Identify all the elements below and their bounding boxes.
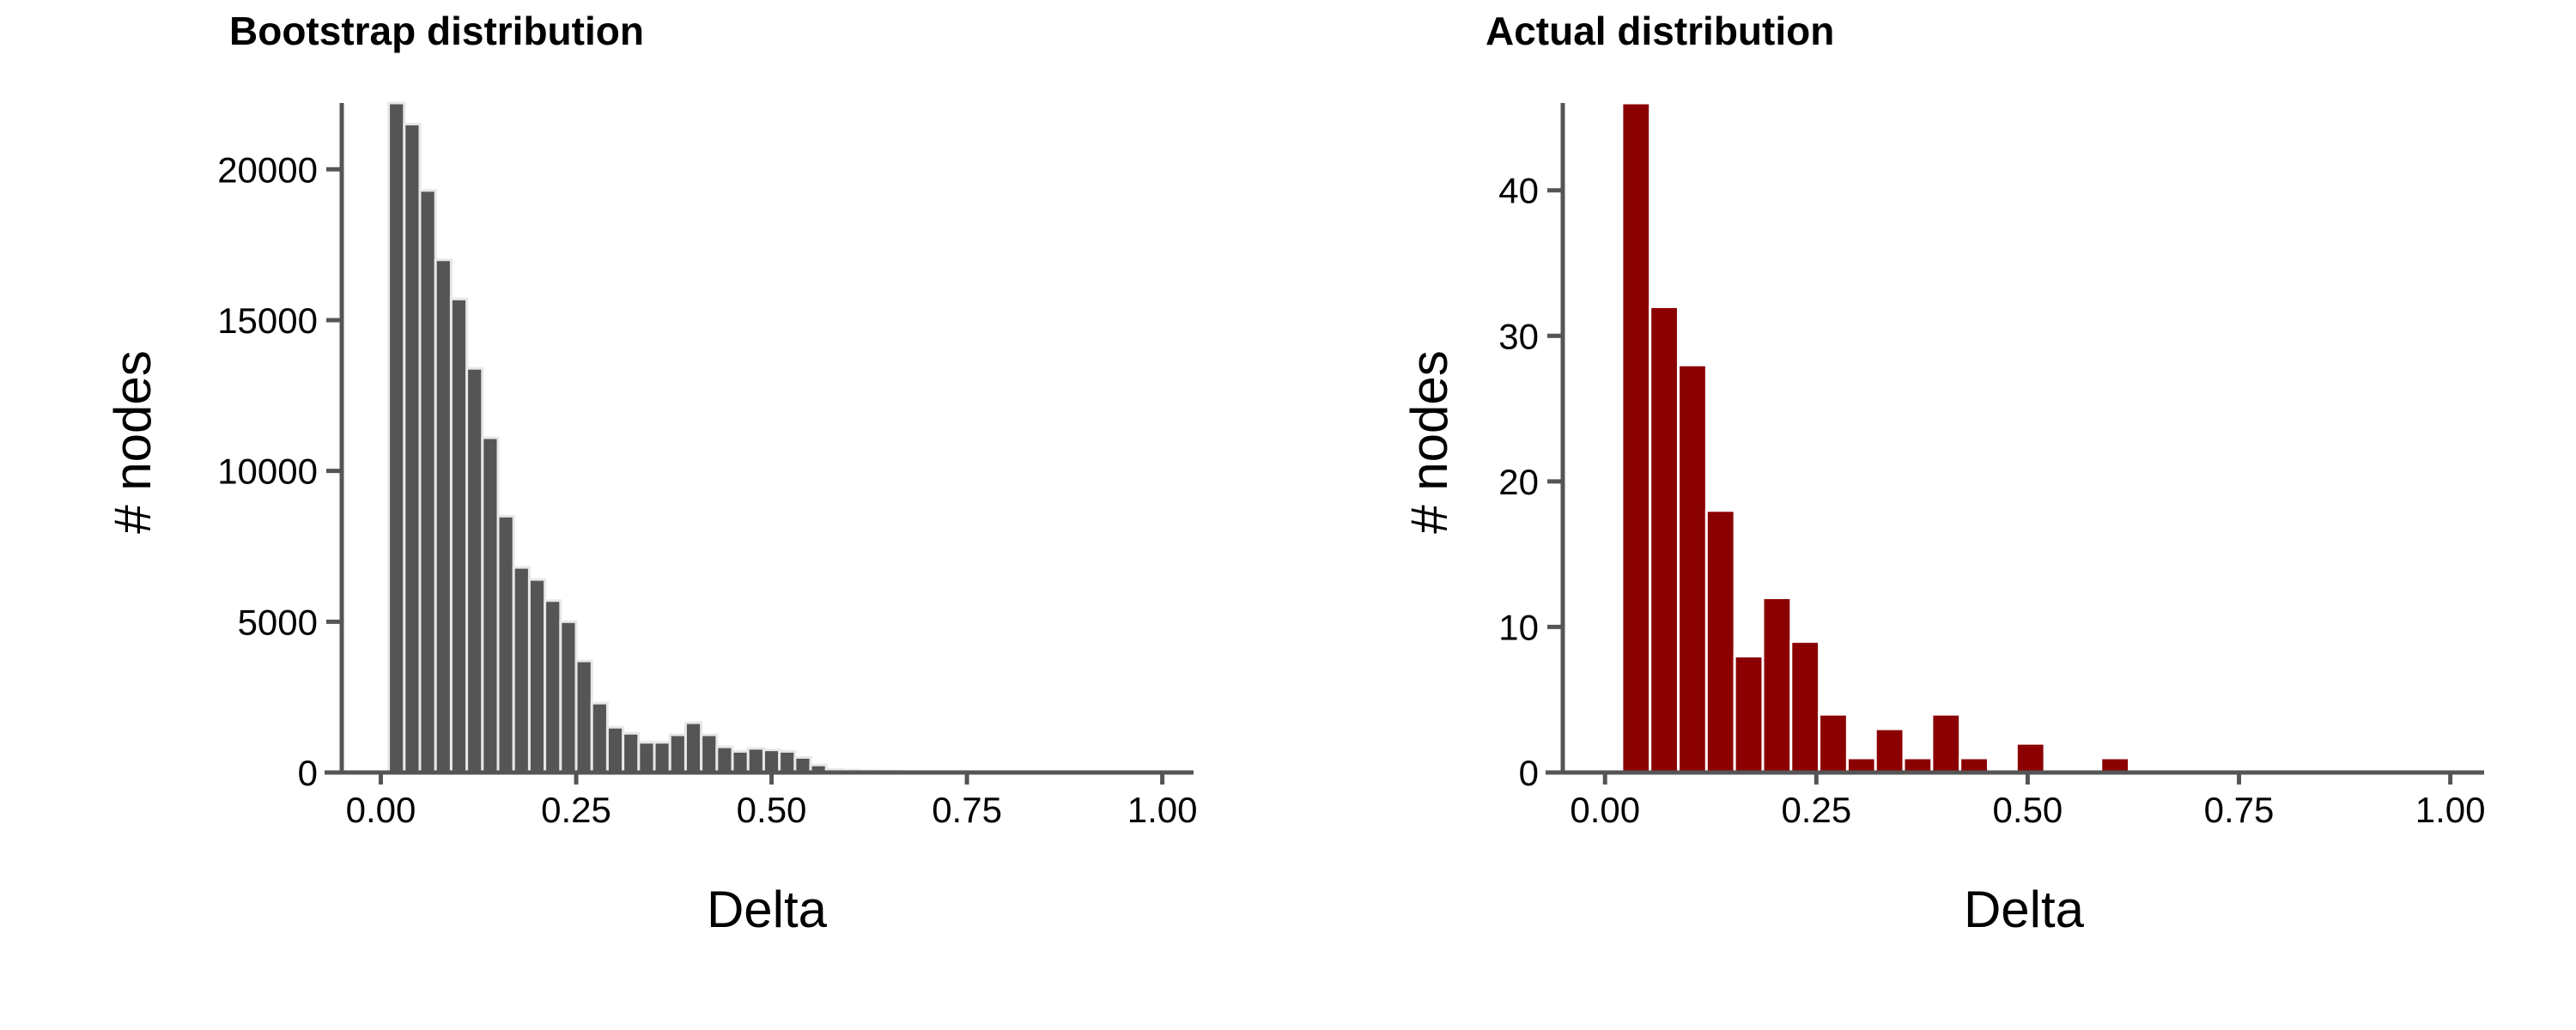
- histogram-bar: [653, 741, 671, 774]
- histogram-bar: [1874, 727, 1905, 774]
- histogram-bar: [1902, 756, 1934, 774]
- y-tick-label: 30: [1498, 316, 1539, 356]
- histogram-bar: [2014, 742, 2046, 774]
- y-tick-label: 0: [298, 753, 318, 793]
- histogram-bar: [778, 749, 797, 774]
- histogram-bar: [1761, 597, 1793, 774]
- histogram-bar: [1649, 305, 1680, 774]
- histogram-bar: [403, 123, 422, 774]
- histogram-bar: [434, 258, 453, 774]
- y-tick-label: 40: [1498, 171, 1539, 211]
- histogram-bar: [746, 747, 765, 774]
- histogram-bar: [731, 749, 750, 774]
- panel-title: Bootstrap distribution: [229, 9, 644, 53]
- y-axis: 0 5000 10000 15000 20000: [217, 103, 344, 793]
- x-axis: 0.00 0.25 0.50 0.75 1.00: [1546, 770, 2486, 830]
- x-tick-label: 1.00: [2415, 790, 2486, 830]
- x-tick-label: 0.25: [1781, 790, 1851, 830]
- bars: [387, 101, 921, 774]
- histogram-bar: [574, 659, 593, 774]
- y-tick-label: 15000: [217, 300, 318, 341]
- y-tick-label: 10000: [217, 451, 318, 492]
- y-axis: 0 10 20 30 40: [1498, 103, 1565, 793]
- histogram-bar: [465, 367, 484, 774]
- histogram-bar: [590, 701, 609, 774]
- x-axis-title: Delta: [707, 881, 828, 938]
- histogram-bar: [715, 745, 734, 774]
- panel-title: Actual distribution: [1485, 9, 1834, 53]
- y-tick-label: 10: [1498, 607, 1539, 647]
- histogram-bar: [2099, 756, 2131, 774]
- histogram-bar: [683, 721, 703, 774]
- actual-panel: Actual distribution 0.00 0.25 0.50 0.75 1.00…: [1400, 9, 2485, 938]
- x-tick-label: 0.00: [1570, 790, 1640, 830]
- x-tick-label: 0.50: [737, 790, 807, 830]
- x-tick-label: 0.25: [541, 790, 611, 830]
- histogram-bar: [559, 620, 578, 774]
- histogram-bar: [637, 741, 656, 774]
- y-tick-label: 20000: [217, 149, 318, 190]
- histogram-bar: [1959, 756, 1990, 774]
- histogram-bar: [1620, 101, 1652, 774]
- histogram-bar: [1677, 363, 1708, 774]
- y-axis-title: # nodes: [1400, 350, 1458, 534]
- histogram-bar: [1733, 654, 1765, 774]
- x-tick-label: 0.75: [932, 790, 1002, 830]
- histogram-bar: [449, 297, 469, 774]
- histogram-bar: [1930, 712, 1962, 774]
- bars: [1620, 101, 2131, 774]
- histogram-bar: [512, 566, 531, 774]
- x-axis: 0.00 0.25 0.50 0.75 1.00: [325, 770, 1198, 830]
- histogram-bar: [793, 755, 812, 774]
- histogram-bar: [1789, 639, 1821, 774]
- histogram-bar: [1704, 509, 1736, 774]
- histogram-bar: [481, 436, 500, 774]
- y-tick-label: 0: [1519, 753, 1539, 793]
- histogram-bar: [387, 101, 406, 774]
- histogram-bar: [1818, 712, 1849, 774]
- histogram-bar: [668, 733, 687, 774]
- x-tick-label: 0.50: [1993, 790, 2063, 830]
- x-axis-title: Delta: [1964, 881, 2085, 938]
- x-tick-label: 1.00: [1127, 790, 1198, 830]
- histogram-bar: [527, 578, 547, 774]
- x-tick-label: 0.00: [346, 790, 416, 830]
- histogram-bar: [496, 514, 515, 774]
- bootstrap-panel: Bootstrap distribution 0.00 0.25 0.50 0.75 1…: [104, 9, 1197, 938]
- histogram-bar: [622, 731, 641, 774]
- y-axis-title: # nodes: [104, 350, 161, 534]
- histogram-bar: [418, 189, 437, 774]
- histogram-bar: [1845, 756, 1877, 774]
- histogram-bar: [544, 599, 562, 774]
- histogram-bar: [700, 733, 719, 774]
- histogram-bar: [762, 748, 781, 774]
- y-tick-label: 20: [1498, 462, 1539, 502]
- x-tick-label: 0.75: [2204, 790, 2275, 830]
- y-tick-label: 5000: [238, 602, 318, 642]
- histogram-bar: [605, 725, 625, 774]
